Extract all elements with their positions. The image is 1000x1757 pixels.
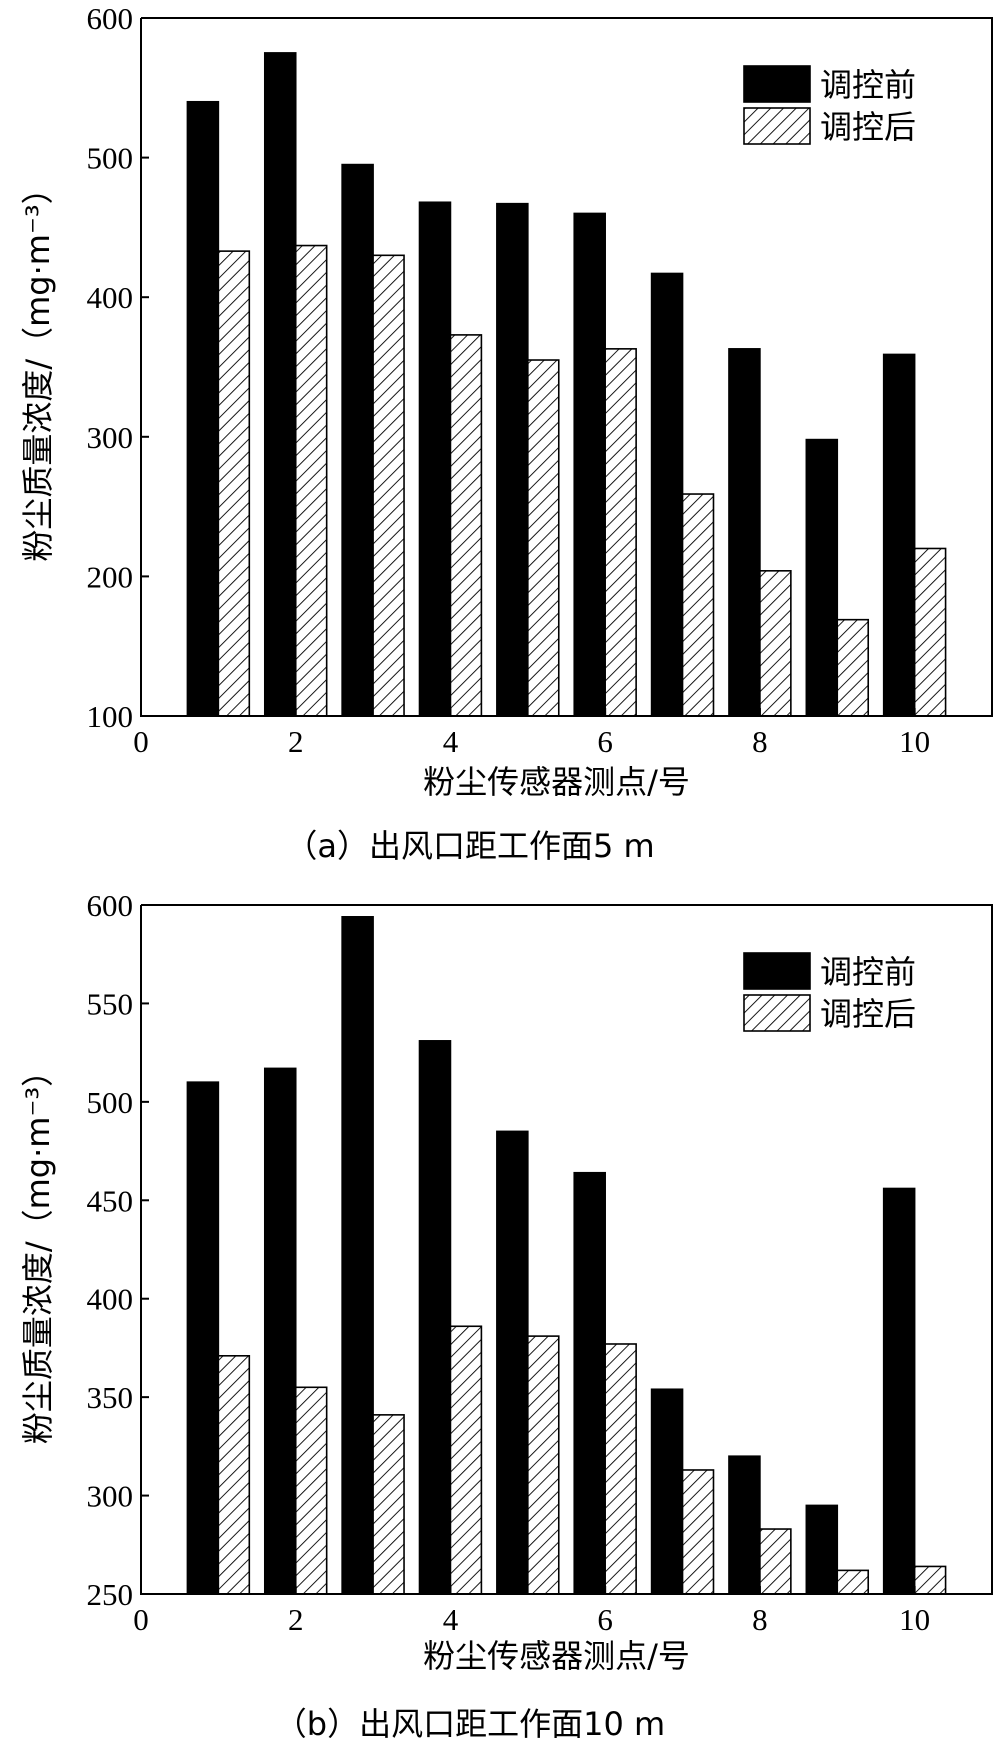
- bar-before: [263, 1067, 297, 1595]
- bar-before: [805, 1504, 839, 1595]
- x-tick-label: 6: [597, 724, 613, 759]
- x-tick-labels: 0 2 4 6 8 10: [133, 708, 930, 759]
- legend-label: 调控后: [820, 995, 916, 1033]
- x-tick-labels: 0 2 4 6 8 10: [133, 1586, 930, 1637]
- bar-after: [217, 250, 251, 717]
- bars-group: [186, 52, 947, 717]
- bar-before: [882, 1187, 916, 1595]
- bar-after: [759, 1528, 792, 1595]
- y-tick-label: 400: [87, 280, 134, 315]
- y-tick-labels: 250 300 350 400 450 500 550 600: [87, 888, 149, 1612]
- bar-before: [496, 202, 529, 717]
- y-tick-label: 450: [87, 1183, 134, 1218]
- bars-group: [186, 916, 947, 1595]
- y-tick-label: 200: [87, 559, 134, 594]
- bar-before: [573, 212, 606, 717]
- bar-after: [681, 493, 715, 717]
- bar-before: [728, 1455, 761, 1595]
- y-tick-label: 250: [87, 1577, 134, 1612]
- x-tick-label: 8: [752, 1602, 768, 1637]
- bar-after: [372, 1414, 405, 1595]
- y-tick-label: 600: [87, 1, 134, 36]
- y-tick-label: 550: [87, 986, 134, 1021]
- bar-before: [728, 348, 761, 717]
- legend-swatch: [743, 65, 811, 103]
- bar-before: [341, 916, 374, 1595]
- bar-after: [681, 1469, 715, 1595]
- bar-before: [418, 201, 452, 717]
- bar-before: [573, 1171, 606, 1595]
- x-tick-label: 0: [133, 1602, 149, 1637]
- y-tick-label: 350: [87, 1380, 134, 1415]
- bar-before: [418, 1040, 452, 1595]
- x-tick-label: 8: [752, 724, 768, 759]
- bar-after: [294, 1386, 328, 1595]
- legend-swatch: [743, 994, 811, 1032]
- y-axis-label: 粉尘质量浓度/（mg·m⁻³）: [19, 172, 57, 561]
- bar-before: [496, 1130, 529, 1595]
- bar-before: [650, 272, 684, 717]
- bar-before: [263, 52, 297, 717]
- y-tick-label: 500: [87, 141, 134, 176]
- y-tick-label: 300: [87, 1479, 134, 1514]
- bar-before: [805, 438, 839, 717]
- bar-after: [372, 254, 405, 717]
- bar-after: [527, 359, 560, 717]
- x-tick-label: 4: [443, 724, 459, 759]
- bar-after: [836, 618, 870, 717]
- bar-after: [217, 1355, 251, 1595]
- y-axis-label: 粉尘质量浓度/（mg·m⁻³）: [19, 1055, 57, 1444]
- bar-before: [882, 353, 916, 717]
- bar-before: [650, 1388, 684, 1595]
- legend-label: 调控前: [820, 66, 916, 104]
- panel-caption: （b）出风口距工作面10 m: [275, 1705, 665, 1743]
- bar-before: [186, 100, 220, 717]
- legend-swatch: [743, 107, 811, 145]
- x-tick-label: 2: [288, 1602, 304, 1637]
- bar-after: [759, 570, 792, 717]
- y-tick-label: 100: [87, 699, 134, 734]
- y-tick-label: 600: [87, 888, 134, 923]
- y-tick-label: 300: [87, 420, 134, 455]
- bar-after: [604, 348, 637, 717]
- y-tick-label: 400: [87, 1282, 134, 1317]
- bar-before: [186, 1081, 220, 1595]
- x-tick-label: 10: [899, 1602, 930, 1637]
- legend-swatch: [743, 952, 811, 990]
- x-tick-label: 0: [133, 724, 149, 759]
- x-axis-label: 粉尘传感器测点/号: [423, 763, 690, 801]
- x-tick-label: 10: [899, 724, 930, 759]
- bar-after: [913, 547, 947, 717]
- axis-frame: [140, 904, 993, 1595]
- legend-label: 调控前: [820, 953, 916, 991]
- x-tick-label: 4: [443, 1602, 459, 1637]
- bar-after: [604, 1343, 637, 1595]
- bar-after: [449, 1325, 483, 1595]
- bar-after: [836, 1569, 870, 1595]
- x-tick-label: 2: [288, 724, 304, 759]
- y-tick-label: 500: [87, 1085, 134, 1120]
- axis-frame: [140, 17, 993, 717]
- bar-before: [341, 163, 374, 717]
- bar-after: [294, 244, 328, 717]
- legend-label: 调控后: [820, 108, 916, 146]
- bar-after: [449, 334, 483, 717]
- bar-after: [527, 1335, 560, 1595]
- y-tick-labels: 100 200 300 400 500 600: [87, 1, 149, 734]
- x-axis-label: 粉尘传感器测点/号: [423, 1637, 690, 1675]
- bar-after: [913, 1565, 947, 1595]
- x-tick-label: 6: [597, 1602, 613, 1637]
- panel-caption: （a）出风口距工作面5 m: [285, 827, 654, 865]
